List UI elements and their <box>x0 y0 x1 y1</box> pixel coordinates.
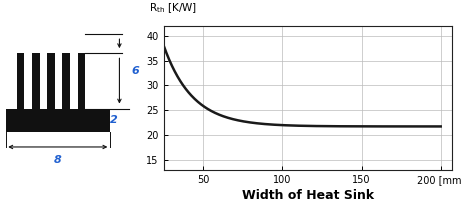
Text: 6: 6 <box>131 66 139 76</box>
Text: R$_\mathsf{th}$ [K/W]: R$_\mathsf{th}$ [K/W] <box>149 2 197 15</box>
Polygon shape <box>77 53 85 109</box>
Polygon shape <box>17 53 24 109</box>
Polygon shape <box>47 53 55 109</box>
X-axis label: Width of Heat Sink: Width of Heat Sink <box>242 189 374 202</box>
Polygon shape <box>62 53 70 109</box>
Polygon shape <box>32 53 40 109</box>
Text: 8: 8 <box>54 155 62 165</box>
Text: 2: 2 <box>110 115 118 125</box>
Polygon shape <box>6 109 110 132</box>
